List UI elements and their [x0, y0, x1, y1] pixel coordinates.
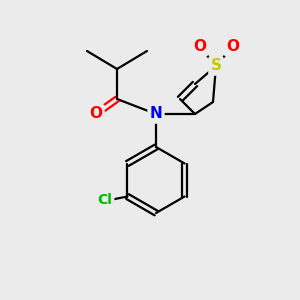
- Text: Cl: Cl: [98, 193, 112, 206]
- Text: O: O: [89, 106, 103, 122]
- Text: O: O: [193, 39, 206, 54]
- Text: N: N: [150, 106, 162, 122]
- Text: S: S: [211, 58, 221, 74]
- Text: O: O: [226, 39, 239, 54]
